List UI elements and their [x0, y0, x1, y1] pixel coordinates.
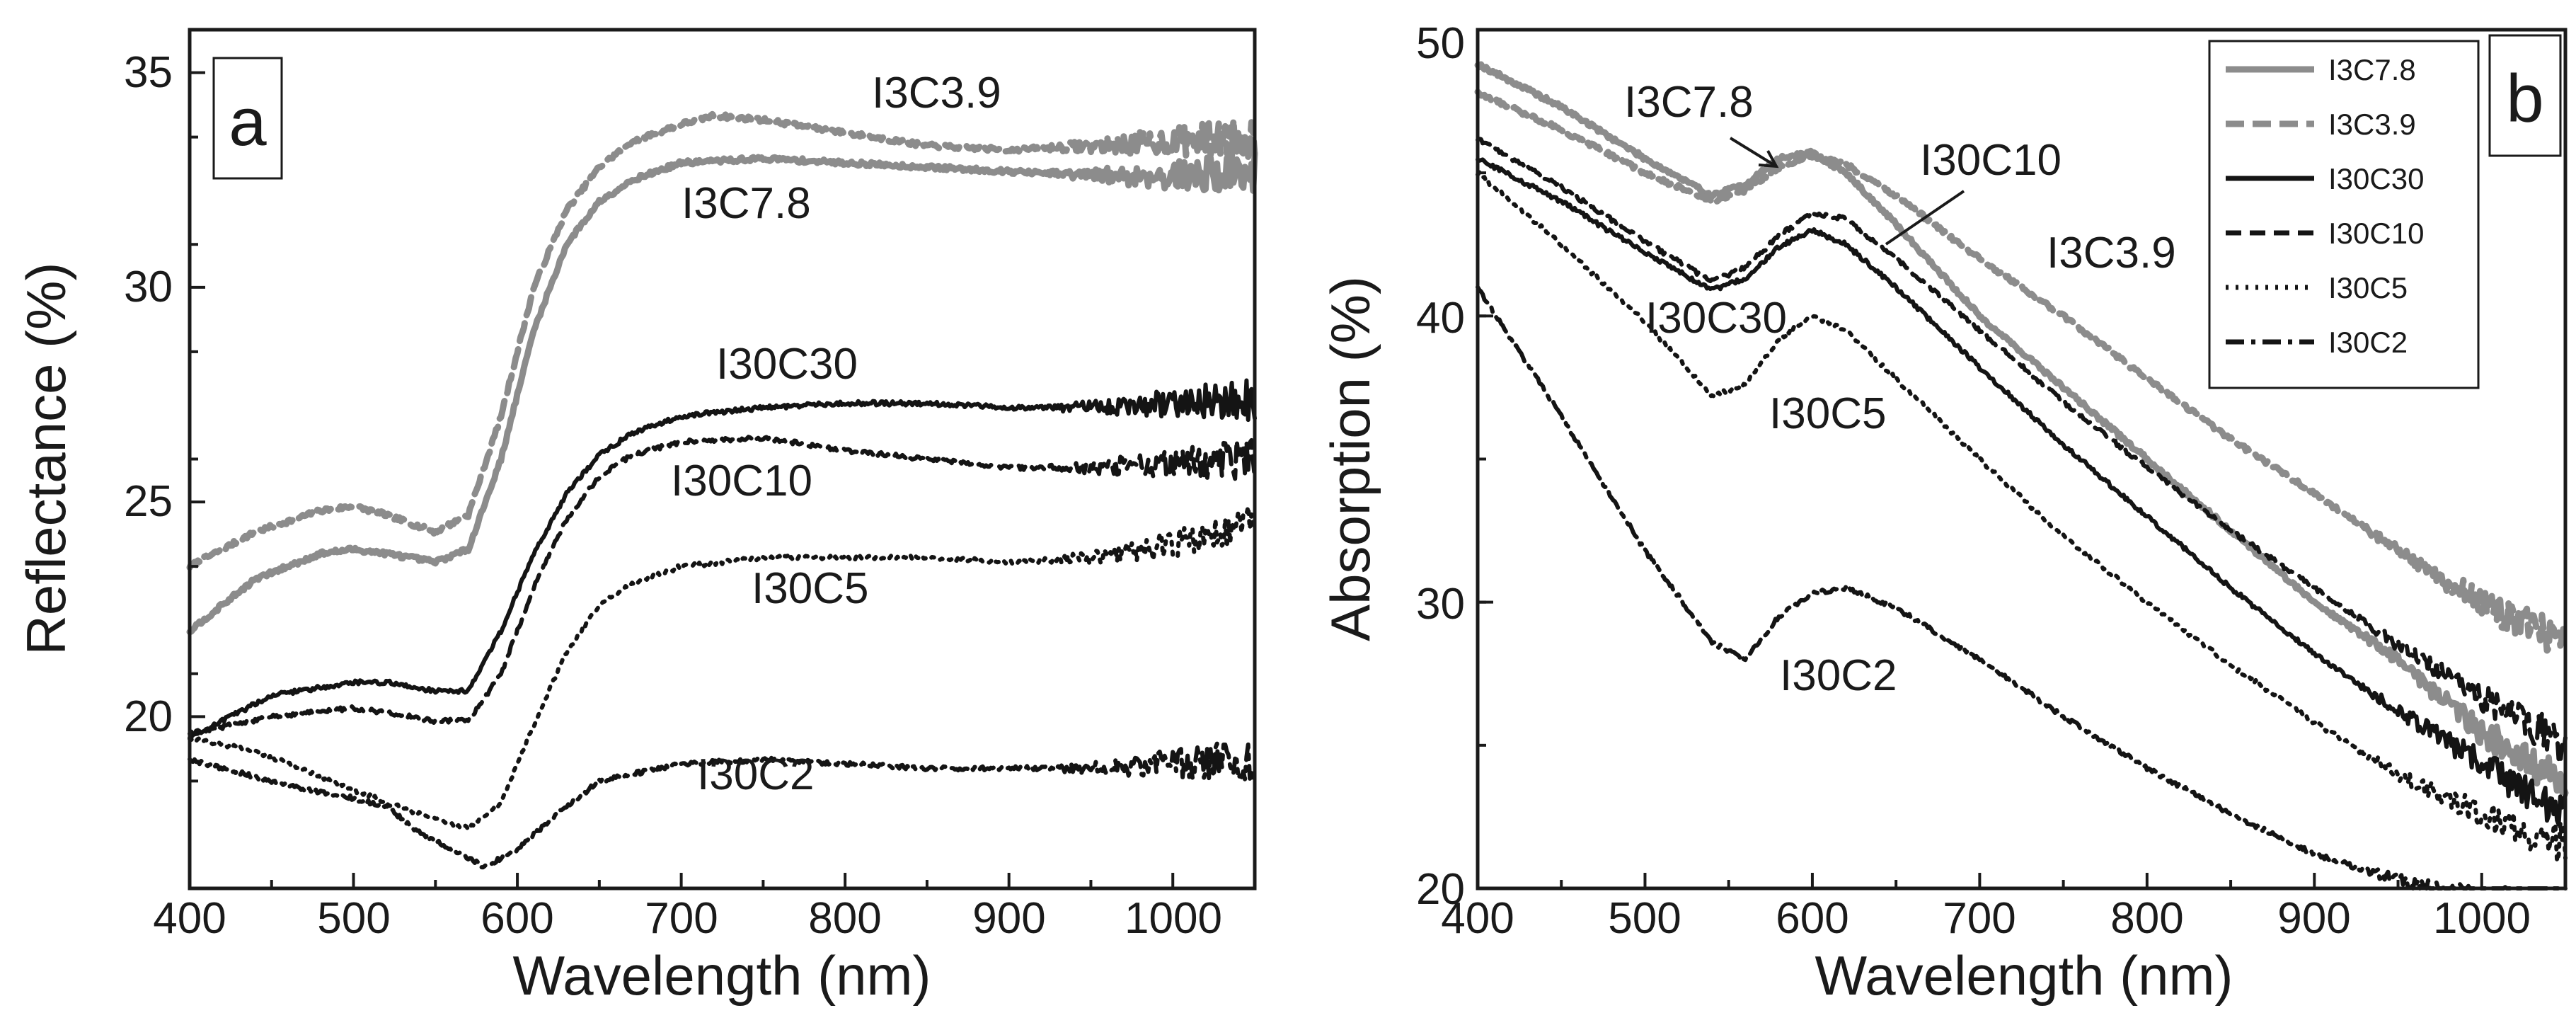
- panel-a-ytick: 35: [124, 48, 173, 97]
- panel-b-xtick: 400: [1441, 894, 1514, 943]
- legend-box: [2208, 40, 2480, 389]
- legend-entry-i30c5: I30C5: [2328, 271, 2408, 304]
- curve-label-i30c2-b: I30C2: [1780, 651, 1897, 700]
- panel-b-ytick: 50: [1416, 19, 1465, 68]
- panel-a-xtick: 900: [972, 894, 1045, 943]
- panel-a-xtick: 400: [153, 894, 226, 943]
- series-line-i30c5: [188, 504, 1257, 832]
- panel-a-letter-box: [212, 57, 283, 180]
- curve-label-i30c10: I30C10: [671, 457, 812, 505]
- curve-label-i30c5: I30C5: [752, 564, 868, 613]
- series-line-i3c7-8: [186, 150, 1258, 636]
- panel-b-ytick: 30: [1416, 580, 1465, 629]
- panel-a-xtick: 800: [808, 894, 881, 943]
- legend-entry-i3c7-8: I3C7.8: [2328, 53, 2416, 86]
- panel-b-xtick: 800: [2110, 894, 2183, 943]
- legend-swatches: [2226, 66, 2314, 345]
- panel-b-ticks: [1476, 28, 2483, 890]
- panel-b-ytick: 20: [1416, 865, 1465, 914]
- series-line-i3c7-8: [1474, 61, 2569, 796]
- panel-b-series-group: [1474, 61, 2569, 891]
- series-line-i30c2: [1476, 285, 2568, 891]
- leader-arrow-i3c7-8: [1729, 137, 1778, 168]
- series-line-i30c2: [188, 741, 1257, 870]
- panel-a-ytick: 20: [124, 692, 173, 741]
- panel-a: 400 500 600 700 800 900 1000 20 25 30 35…: [15, 28, 1258, 1007]
- panel-b-letter-box: [2488, 34, 2562, 157]
- panel-a-ticks: [188, 28, 1175, 890]
- legend-entry-i30c10: I30C10: [2328, 217, 2424, 250]
- legend-entry-i3c3-9: I3C3.9: [2328, 108, 2416, 141]
- series-line-i30c30: [188, 378, 1257, 741]
- series-line-i30c10: [188, 434, 1257, 738]
- panel-b-xtick: 500: [1608, 894, 1681, 943]
- panel-a-letter: a: [229, 84, 267, 160]
- panel-a-ytick: 30: [124, 263, 173, 311]
- curve-label-i3c3-9: I3C3.9: [872, 69, 1001, 118]
- leader-arrowhead-i3c7-8: [1758, 150, 1779, 168]
- panel-b-y-axis-title: Absorption (%): [1319, 276, 1381, 641]
- legend-entry-i30c30: I30C30: [2328, 162, 2424, 195]
- panel-b: 400 500 600 700 800 900 1000 20 30 40 50…: [1319, 19, 2569, 1007]
- series-line-i30c10: [1476, 137, 2568, 765]
- panel-a-ytick: 25: [124, 477, 173, 526]
- series-line-i30c30: [1476, 157, 2568, 827]
- series-line-i3c3-9: [1474, 88, 2569, 654]
- curve-label-i30c2: I30C2: [697, 750, 814, 799]
- panel-a-y-axis-title: Reflectance (%): [15, 263, 77, 655]
- legend-entry-i30c2: I30C2: [2328, 326, 2408, 359]
- panel-b-xtick: 700: [1943, 894, 2016, 943]
- curve-label-i3c7-8-b: I3C7.8: [1624, 78, 1754, 127]
- panel-a-xtick: 600: [481, 894, 553, 943]
- leader-line-i30c10: [1885, 190, 1965, 246]
- curve-label-i3c3-9-b: I3C3.9: [2047, 229, 2176, 277]
- legend: I3C7.8 I3C3.9 I30C30 I30C10 I30C5 I30C2: [2208, 40, 2480, 389]
- panel-a-series-group: [186, 110, 1258, 870]
- panel-b-x-axis-title: Wavelength (nm): [1815, 944, 2233, 1007]
- curve-label-i30c30-b: I30C30: [1645, 294, 1787, 343]
- panel-b-xtick: 600: [1776, 894, 1848, 943]
- panel-b-xtick: 900: [2277, 894, 2350, 943]
- panel-b-ytick: 40: [1416, 294, 1465, 343]
- panel-a-xtick: 700: [645, 894, 718, 943]
- series-line-i3c3-9: [186, 110, 1258, 571]
- series-line-i30c5: [1476, 170, 2568, 864]
- panel-a-xtick: 1000: [1125, 894, 1222, 943]
- panel-a-x-axis-title: Wavelength (nm): [513, 944, 931, 1007]
- curve-label-i3c7-8: I3C7.8: [682, 179, 811, 228]
- panel-a-xtick: 500: [317, 894, 390, 943]
- panel-b-xtick: 1000: [2433, 894, 2531, 943]
- curve-label-i30c10-b: I30C10: [1920, 136, 2062, 185]
- curve-label-i30c5-b: I30C5: [1769, 389, 1886, 438]
- panel-b-letter: b: [2506, 61, 2543, 137]
- curve-label-i30c30: I30C30: [716, 340, 858, 389]
